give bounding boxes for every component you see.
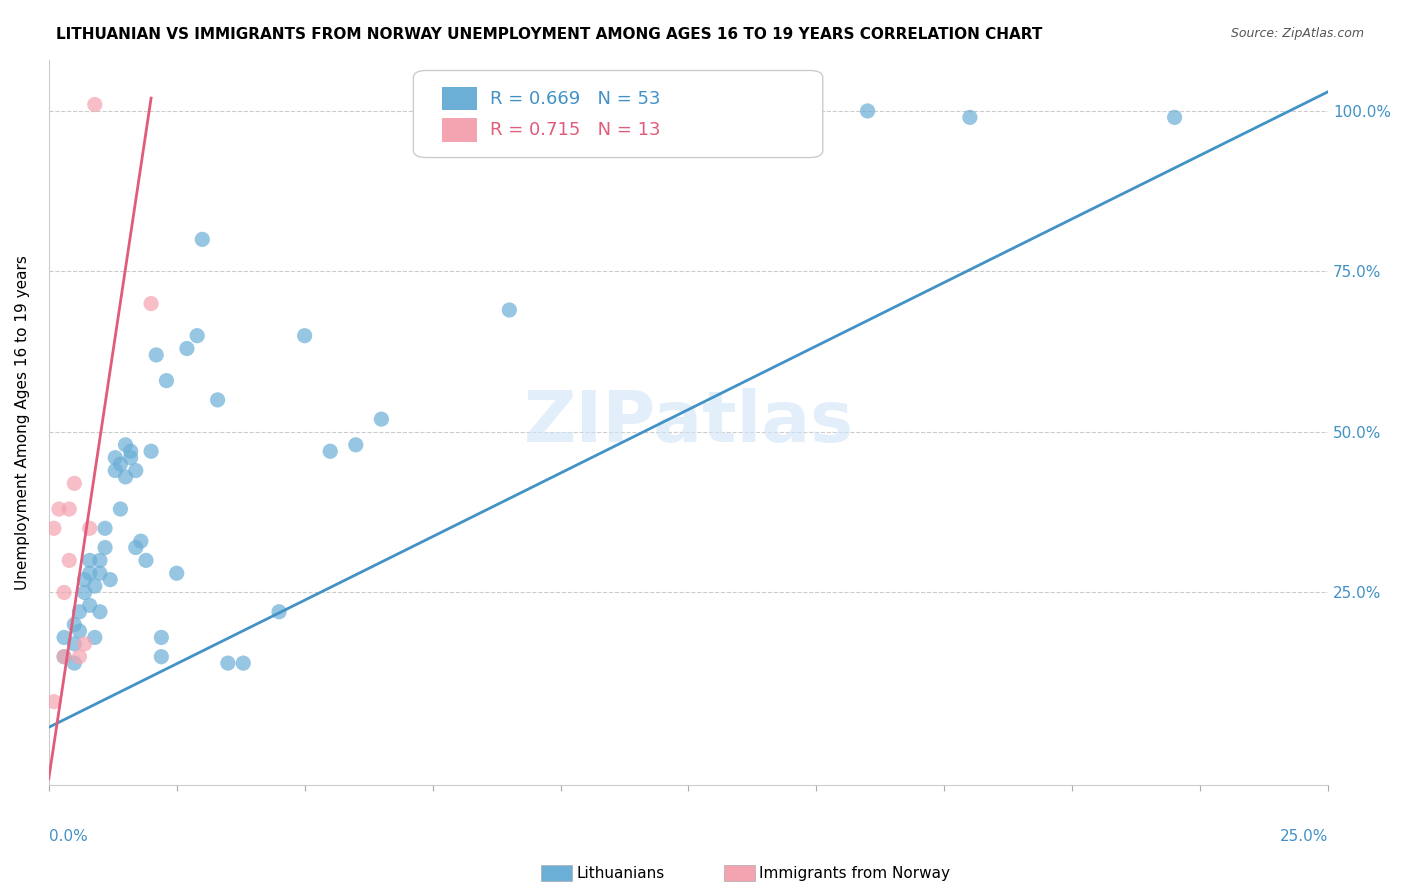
Text: ZIPatlas: ZIPatlas bbox=[523, 388, 853, 457]
Point bbox=[135, 553, 157, 567]
Point bbox=[150, 649, 173, 664]
Point bbox=[139, 296, 162, 310]
Point bbox=[53, 631, 76, 645]
Point bbox=[48, 502, 70, 516]
Point bbox=[69, 624, 91, 638]
Point bbox=[63, 637, 86, 651]
Point bbox=[166, 566, 188, 581]
Point bbox=[83, 631, 105, 645]
Point bbox=[155, 374, 177, 388]
Point bbox=[139, 444, 162, 458]
Y-axis label: Unemployment Among Ages 16 to 19 years: Unemployment Among Ages 16 to 19 years bbox=[15, 255, 30, 590]
Point bbox=[186, 328, 208, 343]
Point bbox=[217, 656, 239, 670]
Point bbox=[69, 605, 91, 619]
Point bbox=[53, 585, 76, 599]
Point bbox=[959, 111, 981, 125]
Point bbox=[110, 457, 132, 471]
Point bbox=[120, 450, 142, 465]
Point bbox=[145, 348, 167, 362]
Point bbox=[114, 438, 136, 452]
Point bbox=[344, 438, 367, 452]
Point bbox=[73, 637, 96, 651]
Point bbox=[207, 392, 229, 407]
Point bbox=[94, 521, 117, 535]
Point bbox=[125, 463, 148, 477]
Point bbox=[232, 656, 254, 670]
Point bbox=[267, 605, 290, 619]
Point bbox=[58, 553, 80, 567]
Point bbox=[83, 97, 105, 112]
Bar bbox=[441, 119, 478, 142]
Text: R = 0.715   N = 13: R = 0.715 N = 13 bbox=[491, 121, 661, 139]
Point bbox=[319, 444, 342, 458]
Point bbox=[129, 534, 152, 549]
Bar bbox=[441, 87, 478, 111]
Point bbox=[73, 585, 96, 599]
Text: Source: ZipAtlas.com: Source: ZipAtlas.com bbox=[1230, 27, 1364, 40]
Point bbox=[89, 566, 111, 581]
Point bbox=[63, 476, 86, 491]
Point bbox=[53, 649, 76, 664]
Point bbox=[83, 579, 105, 593]
Text: LITHUANIAN VS IMMIGRANTS FROM NORWAY UNEMPLOYMENT AMONG AGES 16 TO 19 YEARS CORR: LITHUANIAN VS IMMIGRANTS FROM NORWAY UNE… bbox=[56, 27, 1043, 42]
Point bbox=[79, 566, 101, 581]
Point bbox=[150, 631, 173, 645]
Point bbox=[42, 521, 65, 535]
Point bbox=[69, 649, 91, 664]
Point bbox=[104, 450, 127, 465]
Text: 0.0%: 0.0% bbox=[49, 829, 87, 844]
Point bbox=[73, 573, 96, 587]
Point bbox=[294, 328, 316, 343]
Point bbox=[120, 444, 142, 458]
Point bbox=[125, 541, 148, 555]
Point bbox=[94, 541, 117, 555]
Point bbox=[98, 573, 121, 587]
Point bbox=[110, 502, 132, 516]
Point bbox=[79, 521, 101, 535]
Point bbox=[856, 103, 879, 118]
Text: R = 0.669   N = 53: R = 0.669 N = 53 bbox=[491, 90, 661, 108]
Point bbox=[53, 649, 76, 664]
Point bbox=[176, 342, 198, 356]
Point bbox=[498, 303, 520, 318]
Point bbox=[1163, 111, 1185, 125]
Text: Lithuanians: Lithuanians bbox=[576, 866, 665, 880]
Point bbox=[79, 599, 101, 613]
Point bbox=[42, 695, 65, 709]
Text: 25.0%: 25.0% bbox=[1279, 829, 1329, 844]
Point bbox=[114, 470, 136, 484]
Point bbox=[89, 605, 111, 619]
FancyBboxPatch shape bbox=[413, 70, 823, 158]
Point bbox=[63, 617, 86, 632]
Point bbox=[79, 553, 101, 567]
Text: Immigrants from Norway: Immigrants from Norway bbox=[759, 866, 950, 880]
Point bbox=[63, 656, 86, 670]
Point bbox=[370, 412, 392, 426]
Point bbox=[58, 502, 80, 516]
Point bbox=[191, 232, 214, 246]
Point bbox=[89, 553, 111, 567]
Point bbox=[104, 463, 127, 477]
